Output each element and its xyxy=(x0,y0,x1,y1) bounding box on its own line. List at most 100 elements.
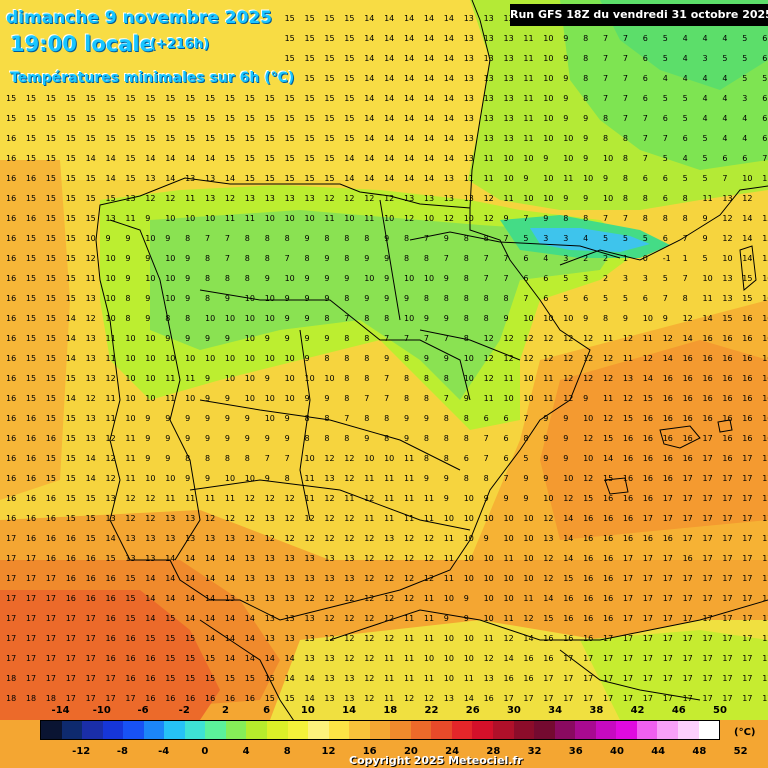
grid-value: 13 xyxy=(504,14,514,23)
grid-value: 7 xyxy=(384,374,389,383)
grid-value: 15 xyxy=(46,194,56,203)
grid-value: 10 xyxy=(265,414,275,423)
grid-value: 16 xyxy=(722,394,732,403)
grid-value: 15 xyxy=(145,94,155,103)
grid-value: 7 xyxy=(603,214,608,223)
grid-value: 8 xyxy=(225,454,230,463)
grid-value: 16 xyxy=(6,394,16,403)
grid-value: 10 xyxy=(125,414,135,423)
grid-value: 11 xyxy=(762,174,768,183)
grid-value: 15 xyxy=(106,554,116,563)
grid-value: 15 xyxy=(324,174,334,183)
grid-value: 17 xyxy=(703,694,713,703)
legend-swatch xyxy=(513,721,535,739)
grid-value: 14 xyxy=(165,554,175,563)
grid-value: 15 xyxy=(265,154,275,163)
grid-value: 15 xyxy=(26,254,36,263)
grid-value: 16 xyxy=(742,334,752,343)
grid-value: 5 xyxy=(563,294,568,303)
grid-value: 8 xyxy=(683,194,688,203)
grid-value: 6 xyxy=(543,274,548,283)
grid-value: 17 xyxy=(742,474,752,483)
grid-value: 13 xyxy=(324,654,334,663)
grid-value: 12 xyxy=(384,574,394,583)
grid-value: 12 xyxy=(364,654,374,663)
grid-value: 16 xyxy=(762,414,768,423)
grid-value: 5 xyxy=(523,234,528,243)
grid-value: 15 xyxy=(185,94,195,103)
grid-value: 5 xyxy=(623,294,628,303)
grid-value: 5 xyxy=(663,154,668,163)
grid-value: 12 xyxy=(125,514,135,523)
grid-value: 14 xyxy=(424,14,434,23)
grid-value: 16 xyxy=(722,374,732,383)
grid-value: 10 xyxy=(464,534,474,543)
grid-value: 13 xyxy=(285,574,295,583)
grid-value: 12 xyxy=(344,654,354,663)
grid-value: 4 xyxy=(543,254,548,263)
grid-value: 16 xyxy=(762,314,768,323)
grid-value: 10 xyxy=(125,394,135,403)
grid-value: 8 xyxy=(603,134,608,143)
grid-value: 12 xyxy=(344,614,354,623)
grid-value: 8 xyxy=(563,214,568,223)
grid-value: 9 xyxy=(384,294,389,303)
grid-value: 13 xyxy=(464,114,474,123)
grid-value: 16 xyxy=(6,174,16,183)
legend-tick-label: 36 xyxy=(568,746,583,757)
grid-value: 14 xyxy=(384,94,394,103)
grid-value: 6 xyxy=(643,94,648,103)
grid-value: 13 xyxy=(404,194,414,203)
grid-value: 12 xyxy=(523,354,533,363)
grid-value: 11 xyxy=(404,614,414,623)
grid-value: 13 xyxy=(185,534,195,543)
grid-value: 17 xyxy=(722,594,732,603)
legend-unit: (°C) xyxy=(734,727,756,738)
grid-value: 9 xyxy=(265,474,270,483)
grid-value: 12 xyxy=(125,494,135,503)
grid-value: 12 xyxy=(543,514,553,523)
legend-tick-label: 26 xyxy=(465,705,480,716)
grid-value: 14 xyxy=(384,74,394,83)
grid-value: 8 xyxy=(364,374,369,383)
grid-value: 5 xyxy=(663,54,668,63)
grid-value: 11 xyxy=(106,414,116,423)
grid-value: 15 xyxy=(106,134,116,143)
grid-value: 10 xyxy=(106,254,116,263)
grid-value: 14 xyxy=(245,614,255,623)
grid-value: 17 xyxy=(623,694,633,703)
grid-value: 8 xyxy=(444,434,449,443)
grid-value: 16 xyxy=(623,474,633,483)
grid-value: 8 xyxy=(225,274,230,283)
grid-value: 12 xyxy=(106,474,116,483)
grid-value: 14 xyxy=(66,334,76,343)
grid-value: 15 xyxy=(125,154,135,163)
grid-value: 17 xyxy=(663,614,673,623)
legend-tick-label: -2 xyxy=(178,705,190,716)
grid-value: 7 xyxy=(364,394,369,403)
grid-value: 12 xyxy=(364,554,374,563)
grid-value: 2 xyxy=(603,274,608,283)
legend-swatch xyxy=(493,721,514,739)
grid-value: 17 xyxy=(762,574,768,583)
grid-value: 3 xyxy=(643,274,648,283)
grid-value: 17 xyxy=(683,574,693,583)
grid-value: 10 xyxy=(484,614,494,623)
grid-value: 9 xyxy=(464,594,469,603)
legend-tick-label: 22 xyxy=(424,705,439,716)
grid-value: 14 xyxy=(643,374,653,383)
grid-value: 10 xyxy=(603,154,613,163)
grid-value: 13 xyxy=(265,514,275,523)
grid-value: 13 xyxy=(344,674,354,683)
grid-value: 10 xyxy=(165,474,175,483)
grid-value: 11 xyxy=(185,374,195,383)
grid-value: 12 xyxy=(165,194,175,203)
grid-value: 17 xyxy=(623,574,633,583)
grid-value: 14 xyxy=(106,534,116,543)
grid-value: 3 xyxy=(563,234,568,243)
grid-value: 13 xyxy=(305,194,315,203)
grid-value: 11 xyxy=(523,54,533,63)
grid-value: 14 xyxy=(165,174,175,183)
grid-value: 9 xyxy=(145,454,150,463)
grid-value: 14 xyxy=(165,574,175,583)
